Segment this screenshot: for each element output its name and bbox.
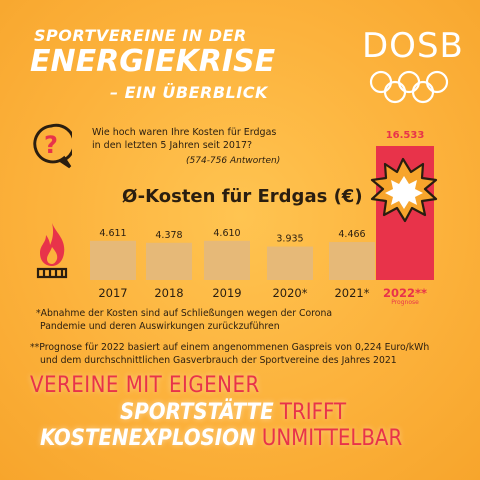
value-label-2022: 16.533 bbox=[386, 130, 425, 141]
slogan-highlight-sportstaette: SPORTSTÄTTE bbox=[120, 400, 274, 425]
value-label-2018: 4.378 bbox=[155, 230, 182, 241]
category-label-2018: 2018 bbox=[154, 286, 183, 300]
bar-2019 bbox=[204, 240, 250, 280]
response-count: (574-756 Antworten) bbox=[186, 156, 281, 166]
title-line-2: ENERGIEKRISE bbox=[30, 44, 276, 79]
footnote-1-line-2: Pandemie und deren Auswirkungen zurückzu… bbox=[40, 321, 280, 332]
footnote-2-line-1: **Prognose für 2022 basiert auf einem an… bbox=[30, 342, 430, 353]
bar-2021 bbox=[329, 242, 375, 280]
footnote-2-line-2: und dem durchschnittlichen Gasverbrauch … bbox=[40, 355, 397, 366]
value-label-2017: 4.611 bbox=[99, 228, 126, 239]
footnote-1-line-1: *Abnahme der Kosten sind auf Schließunge… bbox=[36, 308, 333, 319]
value-label-2019: 4.610 bbox=[213, 228, 240, 239]
explosion-icon bbox=[370, 157, 438, 223]
category-label-2021: 2021* bbox=[334, 286, 369, 300]
category-label-2022: 2022** bbox=[383, 286, 427, 300]
title-line-1: SPORTVEREINE IN DER bbox=[34, 26, 247, 45]
bar-2017 bbox=[90, 240, 136, 280]
slogan-line-3-rest: UNMITTELBAR bbox=[255, 426, 403, 451]
survey-question-line-2: in den letzten 5 Jahren seit 2017? bbox=[92, 140, 253, 151]
slogan-line-2-rest: TRIFFT bbox=[273, 400, 347, 425]
slogan-line-2: SPORTSTÄTTE TRIFFT bbox=[120, 400, 346, 425]
survey-question: Wie hoch waren Ihre Kosten für Erdgas in… bbox=[92, 126, 352, 152]
chart-title: Ø-Kosten für Erdgas (€) bbox=[122, 186, 363, 207]
slogan-highlight-kostenexplosion: KOSTENEXPLOSION bbox=[40, 426, 256, 451]
olympic-rings-icon bbox=[369, 70, 449, 104]
category-label-2017: 2017 bbox=[98, 286, 127, 300]
dosb-logo-text: DOSB bbox=[362, 26, 464, 66]
category-label-2019: 2019 bbox=[212, 286, 241, 300]
flame-icon bbox=[36, 223, 68, 279]
category-label-2020: 2020* bbox=[272, 286, 307, 300]
slogan-line-1: VEREINE MIT EIGENER bbox=[30, 373, 260, 398]
title-line-3: – EIN ÜBERBLICK bbox=[110, 83, 268, 102]
slogan-line-3: KOSTENEXPLOSION UNMITTELBAR bbox=[40, 426, 402, 451]
survey-question-line-1: Wie hoch waren Ihre Kosten für Erdgas bbox=[92, 127, 277, 138]
question-mark-icon: ? bbox=[33, 123, 72, 169]
value-label-2021: 4.466 bbox=[338, 229, 365, 240]
svg-text:?: ? bbox=[44, 131, 58, 159]
value-label-2020: 3.935 bbox=[276, 234, 303, 245]
bar-2018 bbox=[146, 242, 192, 280]
bar-2020 bbox=[267, 246, 313, 280]
forecast-label: Prognose bbox=[391, 299, 419, 306]
